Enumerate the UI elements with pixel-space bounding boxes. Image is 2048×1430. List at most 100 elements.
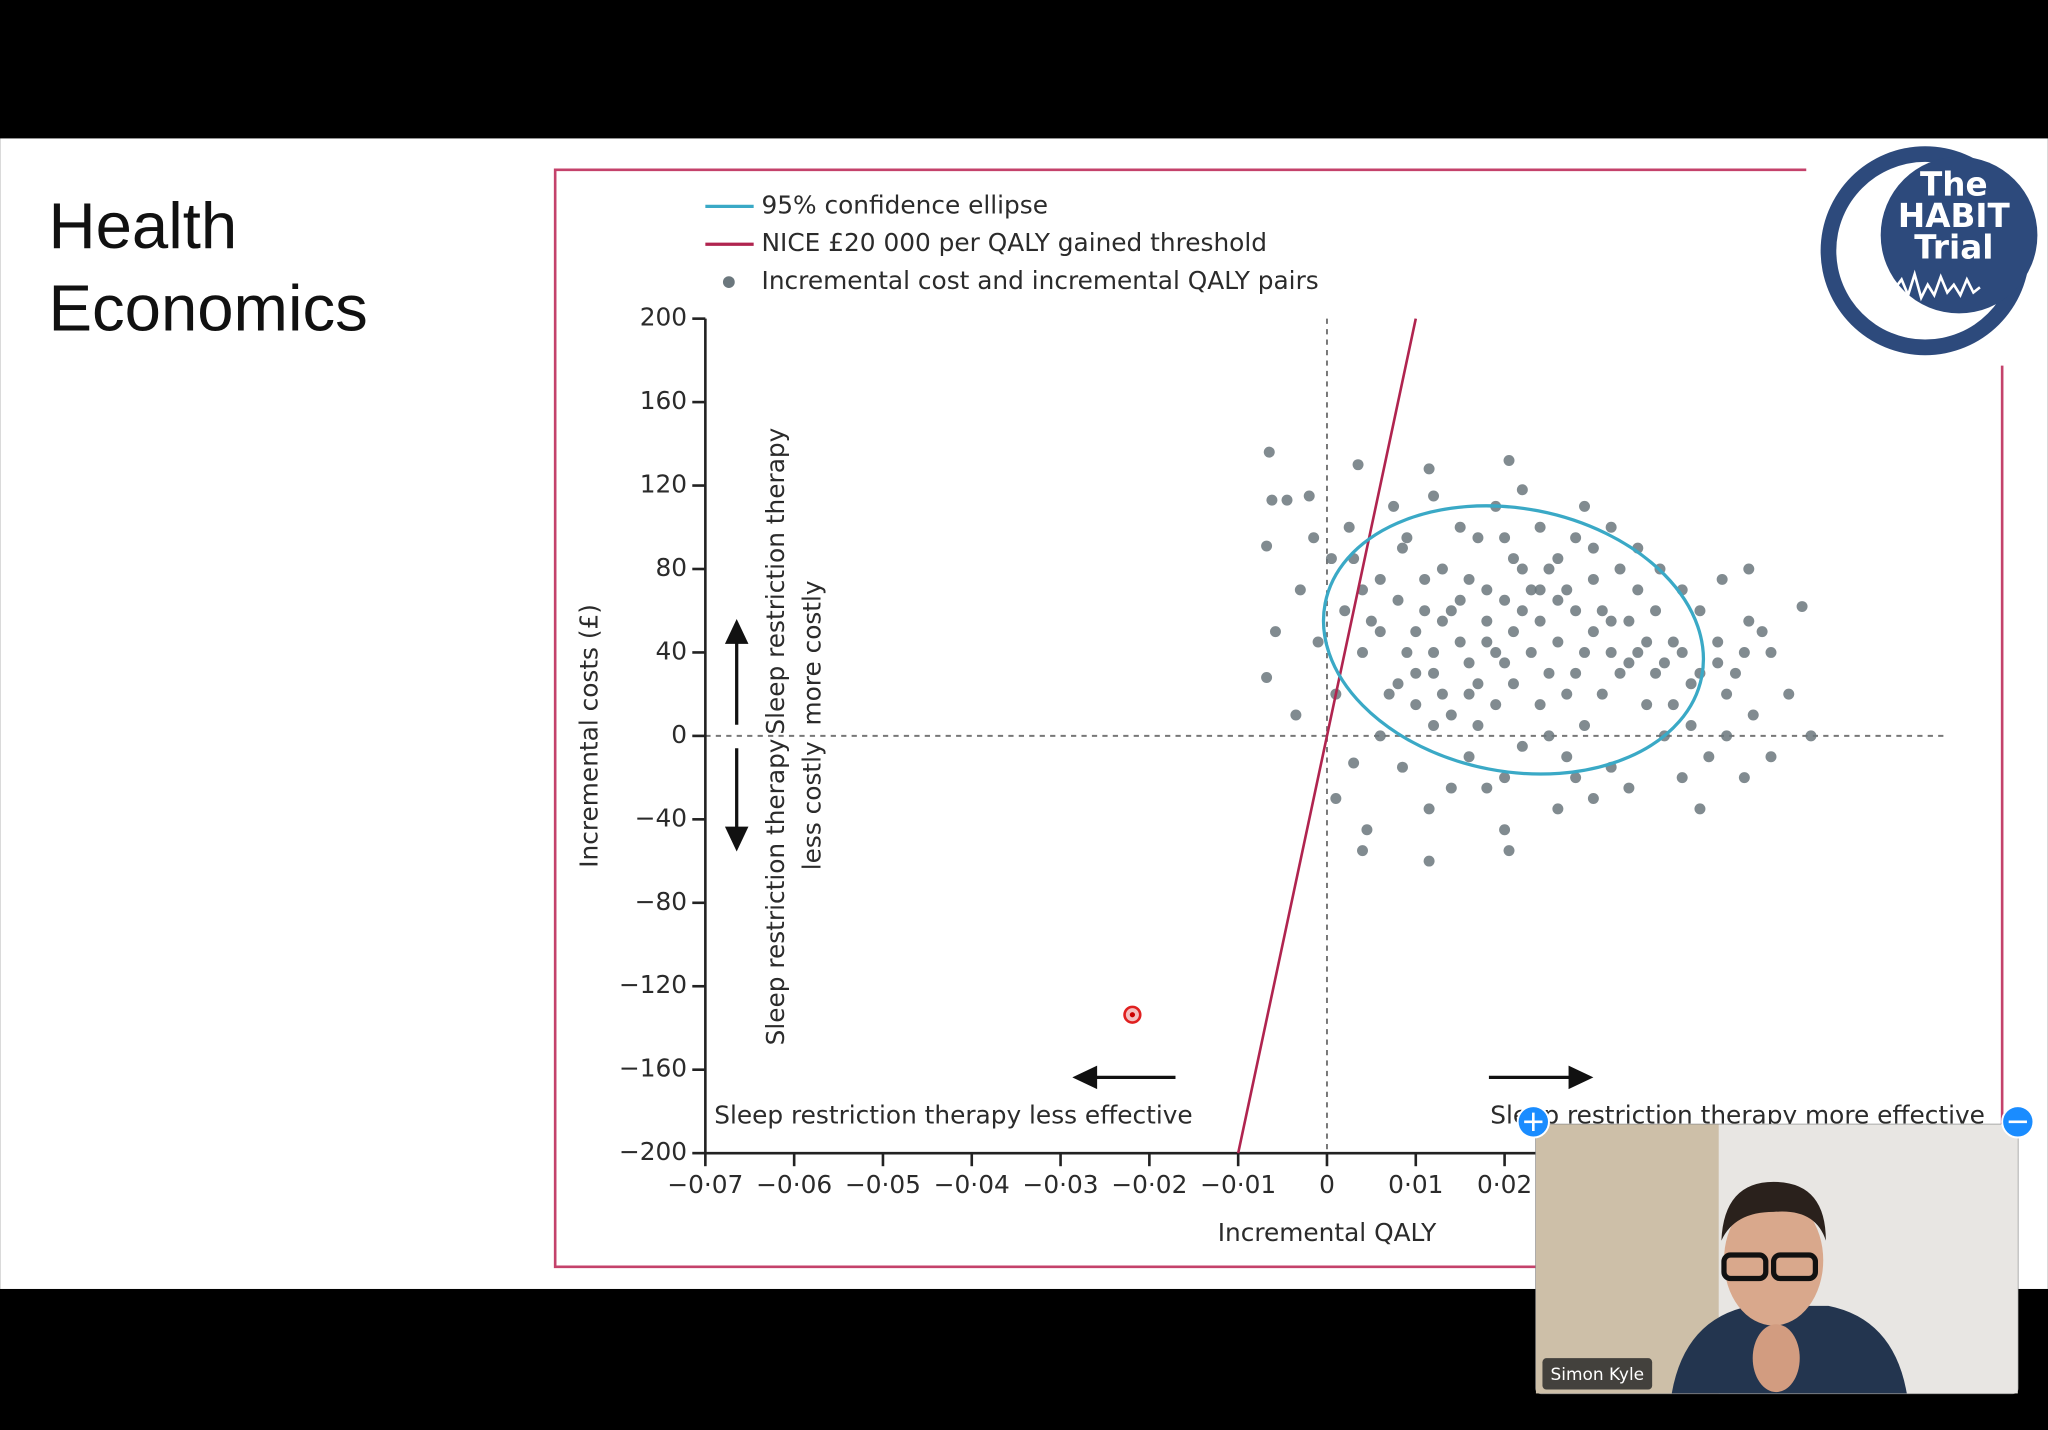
scatter-point xyxy=(1605,521,1617,533)
threshold-line xyxy=(1236,318,1418,1154)
y-tick-label: −200 xyxy=(619,1137,687,1166)
scatter-point xyxy=(1694,803,1706,815)
scatter-point xyxy=(1269,626,1281,638)
scatter-point xyxy=(1419,605,1431,617)
legend-label: Incremental cost and incremental QALY pa… xyxy=(762,266,1319,295)
scatter-point xyxy=(1312,636,1324,648)
scatter-point xyxy=(1499,657,1511,669)
legend-swatch xyxy=(722,276,735,288)
scatter-point xyxy=(1388,500,1400,512)
scatter-point xyxy=(1676,646,1688,658)
y-tick-label: 160 xyxy=(640,386,687,415)
scatter-point xyxy=(1348,757,1360,769)
x-axis-label: Incremental QALY xyxy=(1218,1218,1437,1247)
scatter-point xyxy=(1641,699,1653,711)
scatter-point xyxy=(1614,667,1626,679)
scatter-point xyxy=(1552,636,1564,648)
video-person-glasses xyxy=(1770,1252,1819,1282)
scatter-point xyxy=(1623,782,1635,794)
scatter-point xyxy=(1266,494,1278,506)
scatter-point xyxy=(1499,594,1511,606)
scatter-point xyxy=(1423,463,1435,475)
annotation: more costly xyxy=(798,580,827,725)
scatter-point xyxy=(1392,594,1404,606)
scatter-point xyxy=(1676,772,1688,784)
scatter-point xyxy=(1756,626,1768,638)
scatter-point xyxy=(1685,719,1697,731)
scatter-point xyxy=(1507,626,1519,638)
scatter-point xyxy=(1392,678,1404,690)
scatter-point xyxy=(1516,563,1528,575)
scatter-point xyxy=(1632,646,1644,658)
x-tick-label: 0·02 xyxy=(1477,1170,1532,1199)
scatter-point xyxy=(1650,605,1662,617)
scatter-point xyxy=(1543,563,1555,575)
scatter-point xyxy=(1472,719,1484,731)
x-tick-label: −0·04 xyxy=(934,1170,1010,1199)
scatter-point xyxy=(1605,646,1617,658)
scatter-point xyxy=(1423,855,1435,867)
scatter-point xyxy=(1361,824,1373,836)
scatter-point xyxy=(1534,521,1546,533)
scatter-point xyxy=(1281,494,1293,506)
scatter-point xyxy=(1552,803,1564,815)
scatter-point xyxy=(1667,636,1679,648)
scatter-point xyxy=(1623,657,1635,669)
scatter-point xyxy=(1743,615,1755,627)
scatter-point xyxy=(1516,484,1528,496)
annotation: less costly xyxy=(798,741,827,870)
scatter-point xyxy=(1445,709,1457,721)
scatter-point xyxy=(1428,667,1440,679)
slide-title: Health xyxy=(48,189,237,262)
scatter-point xyxy=(1570,605,1582,617)
scatter-point xyxy=(1454,521,1466,533)
slide-title: Economics xyxy=(48,271,367,344)
laser-pointer-dot xyxy=(1129,1012,1136,1018)
scatter-point xyxy=(1632,584,1644,596)
scatter-point xyxy=(1290,709,1302,721)
scatter-point xyxy=(1503,455,1515,466)
video-tile[interactable]: Simon Kyle xyxy=(1535,1123,2019,1395)
scatter-point xyxy=(1261,540,1273,552)
scatter-point xyxy=(1428,719,1440,731)
scatter-point xyxy=(1365,615,1377,627)
scatter-point xyxy=(1374,626,1386,638)
x-tick-label: −0·06 xyxy=(756,1170,832,1199)
scatter-point xyxy=(1303,490,1315,502)
scatter-point xyxy=(1765,646,1777,658)
scatter-point xyxy=(1765,751,1777,763)
scatter-point xyxy=(1623,615,1635,627)
scatter-point xyxy=(1738,772,1750,784)
scatter-point xyxy=(1445,782,1457,794)
scatter-point xyxy=(1650,667,1662,679)
scatter-point xyxy=(1543,730,1555,742)
participant-name: Simon Kyle xyxy=(1550,1365,1644,1385)
video-person-glasses xyxy=(1721,1252,1769,1282)
expand-button[interactable] xyxy=(1516,1105,1550,1139)
chart: 200 160 120 80 40 0 −40 −80 −120 −160 −200 −0·07 −0·… xyxy=(574,190,1984,1247)
scatter-point xyxy=(1463,751,1475,763)
legend-label: NICE £20 000 per QALY gained threshold xyxy=(762,228,1267,257)
scatter-point xyxy=(1343,521,1355,533)
scatter-point xyxy=(1410,699,1422,711)
scatter-point xyxy=(1641,636,1653,648)
scatter-point xyxy=(1570,667,1582,679)
scatter-point xyxy=(1667,699,1679,711)
scatter-point xyxy=(1396,761,1408,773)
scatter-point xyxy=(1685,678,1697,690)
scatter-point xyxy=(1721,688,1733,700)
x-tick-label: 0·01 xyxy=(1388,1170,1443,1199)
arrow-head xyxy=(1568,1065,1594,1090)
scatter-point xyxy=(1436,563,1448,575)
scatter-point xyxy=(1472,678,1484,690)
slide xyxy=(0,138,2048,1289)
scatter-point xyxy=(1579,719,1590,731)
collapse-button[interactable] xyxy=(2001,1105,2035,1139)
y-tick-label: 0 xyxy=(671,720,687,749)
scatter-point xyxy=(1570,532,1582,544)
scatter-point xyxy=(1552,553,1564,565)
y-axis-label: Incremental costs (£) xyxy=(574,604,603,868)
arrow-head xyxy=(724,619,749,644)
scatter-point xyxy=(1481,615,1493,627)
